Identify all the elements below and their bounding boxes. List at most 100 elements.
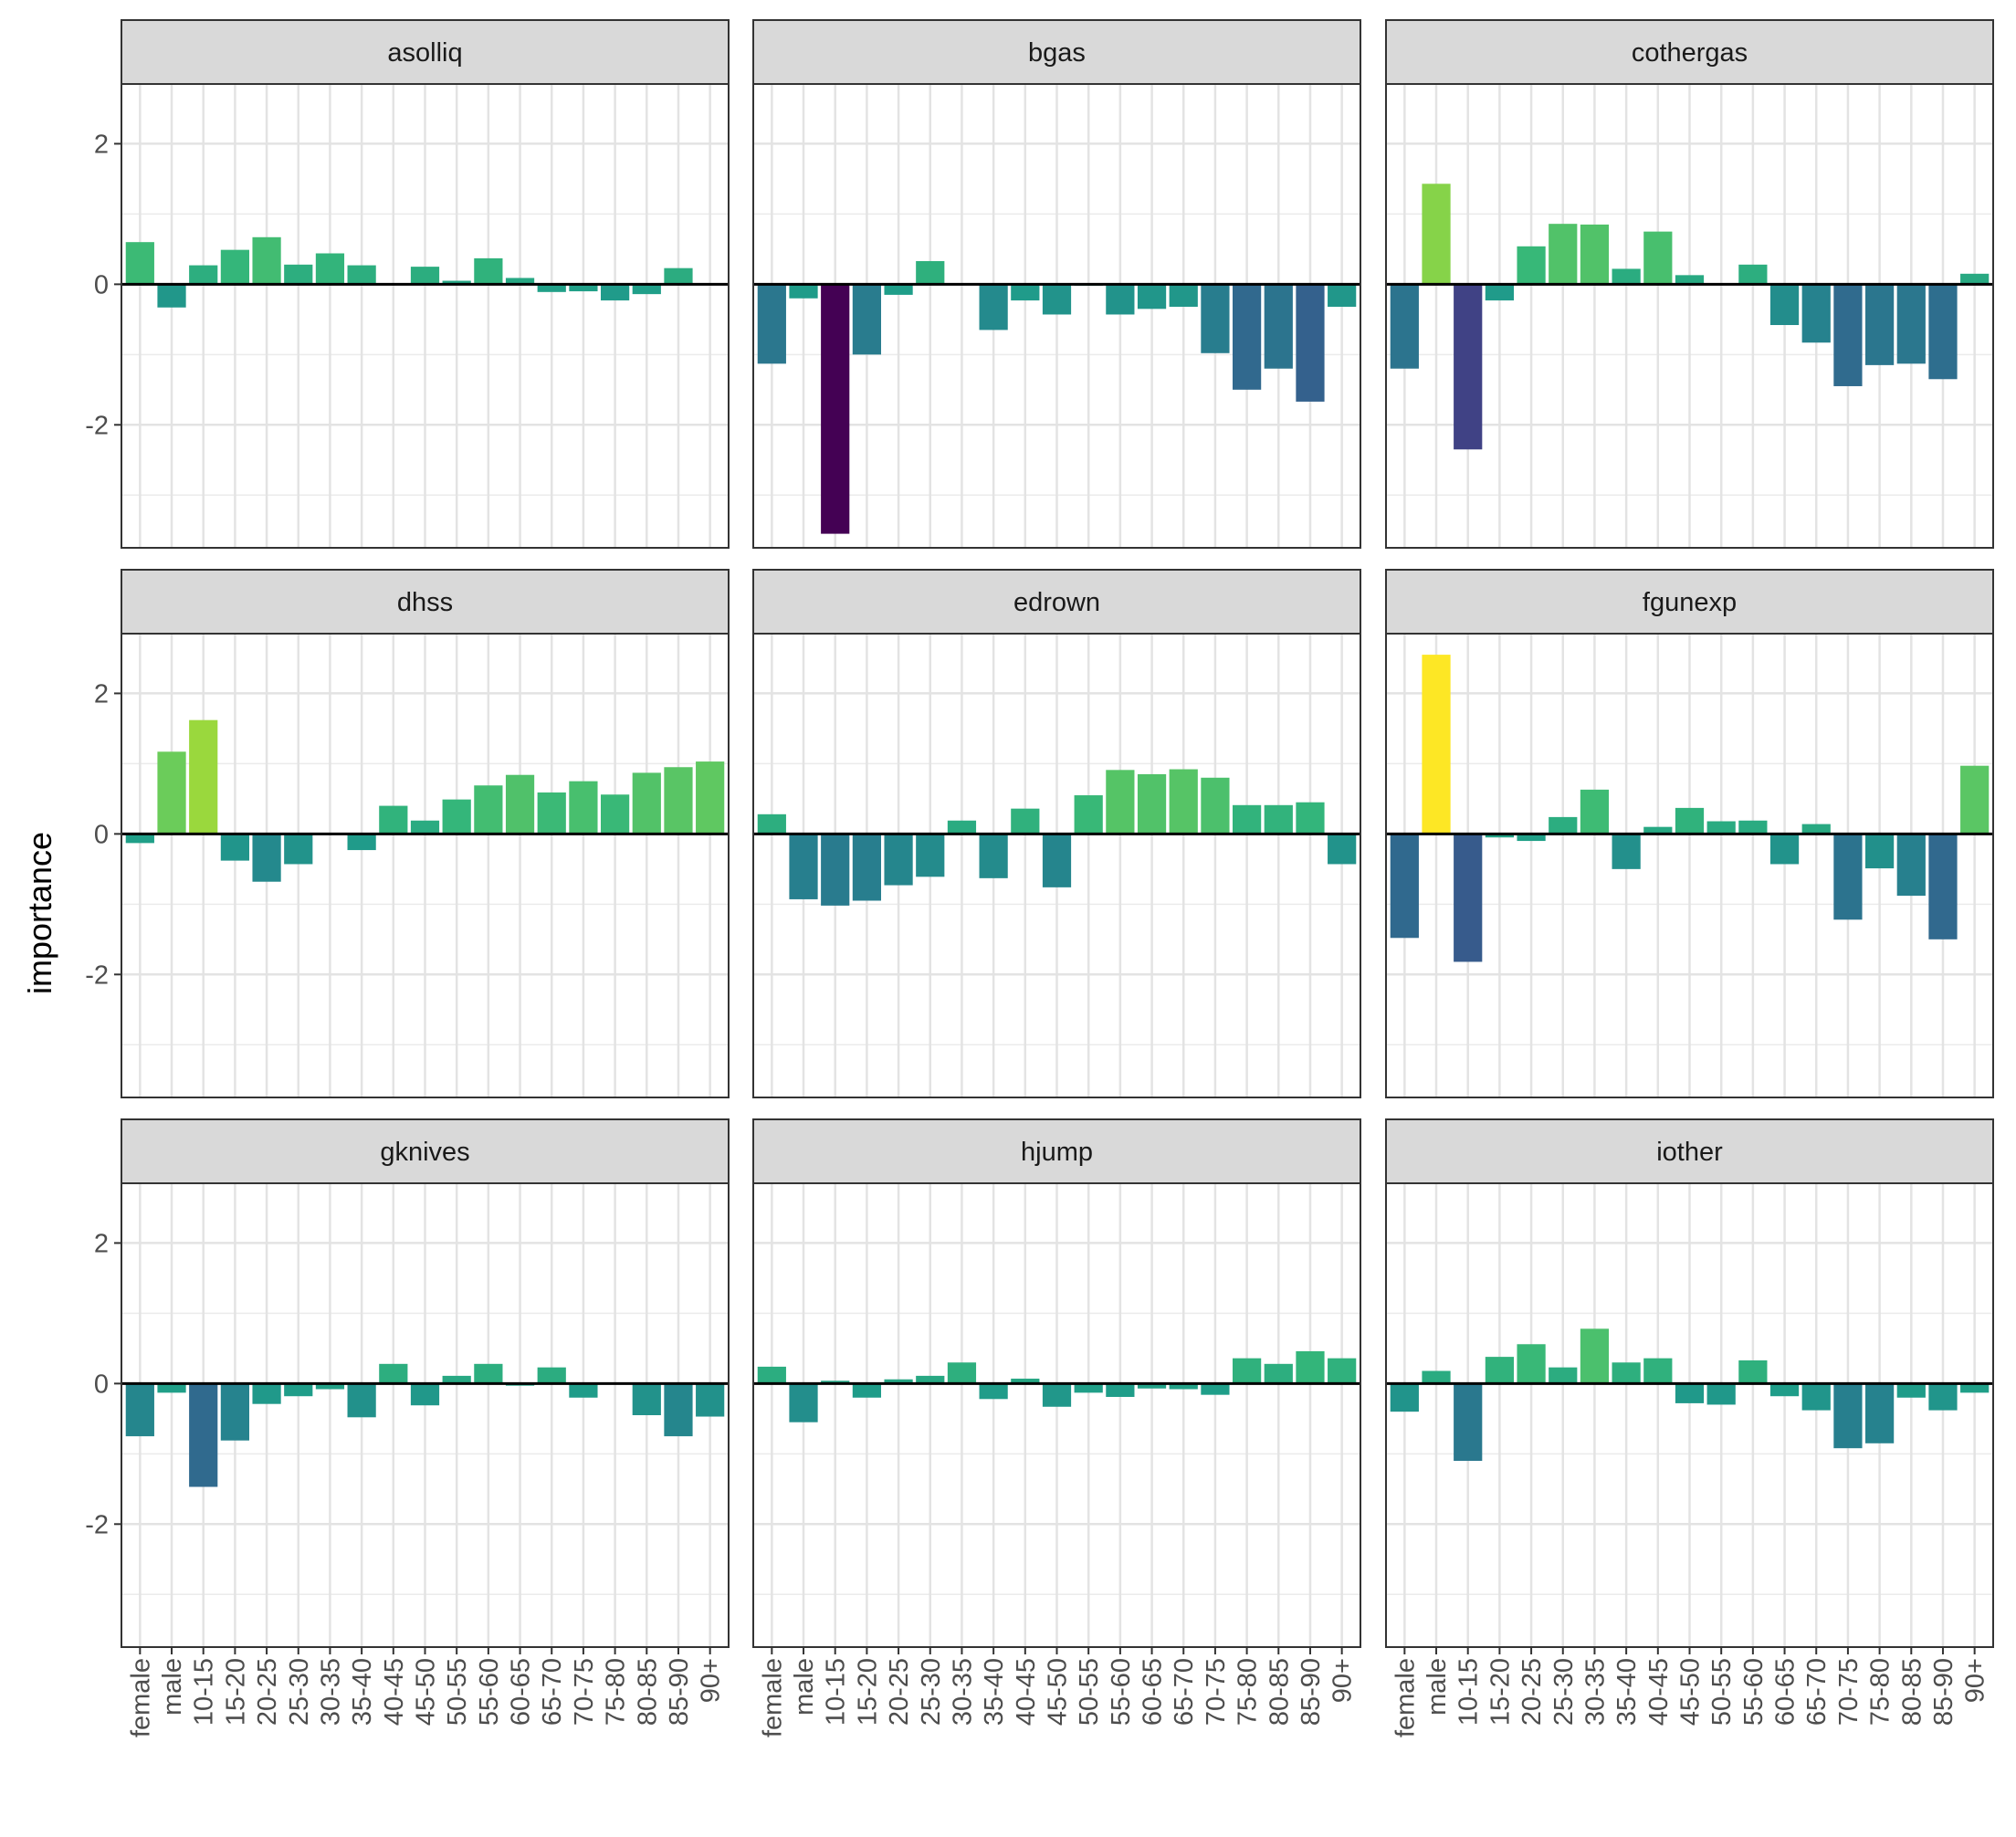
x-tick-label: 55-60: [475, 1658, 504, 1726]
bar-35-40: [979, 284, 1008, 331]
bar-90+: [1328, 1358, 1357, 1384]
bar-45-50: [410, 820, 440, 835]
y-axis-title: importance: [21, 832, 58, 994]
x-tick-label: 25-30: [917, 1658, 946, 1726]
bar-45-50: [410, 267, 440, 285]
facet-title: fgunexp: [1643, 588, 1737, 617]
bar-40-45: [1643, 826, 1673, 835]
bar-50-55: [1074, 1383, 1103, 1393]
y-tick-label: 0: [94, 270, 109, 299]
bar-75-80: [1864, 284, 1895, 365]
bar-50-55: [442, 1375, 471, 1384]
facet-title: cothergas: [1632, 38, 1748, 68]
x-tick-label: male: [158, 1658, 187, 1716]
bar-female: [1390, 1383, 1419, 1412]
x-tick-label: 20-25: [1517, 1658, 1547, 1726]
bar-55-60: [1738, 264, 1768, 285]
x-tick-label: 30-35: [316, 1658, 345, 1726]
bar-60-65: [1137, 773, 1167, 835]
bar-70-75: [1833, 1383, 1863, 1449]
bar-90+: [696, 761, 725, 835]
facet-panel: edrown: [752, 569, 1361, 1098]
bar-70-75: [1201, 1383, 1230, 1395]
bar-15-20: [220, 1383, 250, 1441]
x-tick-label: 80-85: [1265, 1658, 1294, 1726]
bar-15-20: [220, 834, 250, 861]
x-tick-label: 75-80: [602, 1658, 631, 1726]
bar-80-85: [632, 284, 661, 295]
bar-25-30: [916, 260, 945, 285]
x-tick-label: 30-35: [1580, 1658, 1610, 1726]
bar-35-40: [1612, 268, 1641, 285]
bar-40-45: [1011, 1378, 1040, 1384]
bar-10-15: [189, 1383, 218, 1487]
bar-20-25: [252, 1383, 281, 1404]
bar-50-55: [442, 280, 471, 285]
panel-border: [1385, 633, 1994, 1098]
x-tick-label: female: [758, 1658, 787, 1737]
bar-65-70: [1801, 1383, 1831, 1411]
bar-45-50: [1675, 807, 1705, 835]
bar-75-80: [1864, 1383, 1895, 1443]
x-tick-label: 80-85: [633, 1658, 662, 1726]
bar-40-45: [1643, 231, 1673, 285]
bar-75-80: [1232, 1358, 1262, 1384]
bar-90+: [1328, 834, 1357, 865]
bar-70-75: [569, 1383, 598, 1398]
bar-20-25: [884, 834, 913, 886]
bar-90+: [1960, 765, 1990, 835]
panel-border: [752, 83, 1361, 549]
x-tick-label: 30-35: [948, 1658, 977, 1726]
bar-65-70: [1801, 824, 1831, 835]
facet-title: bgas: [1028, 38, 1086, 68]
bar-60-65: [1769, 834, 1800, 865]
y-tick-label: -2: [85, 960, 109, 990]
bar-70-75: [1201, 777, 1230, 835]
x-tick-label: 90+: [1328, 1658, 1358, 1703]
bar-male: [1422, 184, 1451, 285]
bar-45-50: [1042, 1383, 1072, 1407]
bar-35-40: [1612, 1362, 1641, 1384]
x-tick-label: 35-40: [980, 1658, 1009, 1726]
bar-15-20: [852, 284, 882, 355]
bar-50-55: [442, 799, 471, 835]
bar-10-15: [821, 1380, 850, 1384]
bar-55-60: [1106, 770, 1135, 835]
bar-80-85: [1264, 284, 1293, 369]
bar-25-30: [284, 834, 313, 865]
x-tick-label: 60-65: [1139, 1658, 1168, 1726]
y-tick-label: -2: [85, 411, 109, 440]
bar-20-25: [1517, 246, 1546, 285]
bar-75-80: [600, 284, 630, 301]
y-tick-label: 2: [94, 1229, 109, 1258]
bar-45-50: [1042, 284, 1072, 315]
bar-80-85: [632, 1383, 661, 1415]
bar-20-25: [884, 284, 913, 295]
bar-10-15: [1454, 834, 1483, 962]
bar-30-35: [947, 1362, 977, 1384]
x-tick-label: 45-50: [1044, 1658, 1073, 1726]
bar-male: [157, 284, 186, 308]
bar-20-25: [252, 834, 281, 882]
bar-20-25: [884, 1379, 913, 1384]
x-tick-label: 70-75: [1834, 1658, 1864, 1726]
facet-panel: fgunexp: [1385, 569, 1994, 1098]
y-tick-label: -2: [85, 1510, 109, 1539]
bar-30-35: [1580, 789, 1610, 835]
bar-45-50: [1042, 834, 1072, 887]
bar-10-15: [821, 284, 850, 534]
facet-panel: dhss -2 0 2: [85, 569, 730, 1098]
bar-35-40: [979, 834, 1008, 878]
bar-85-90: [1296, 1350, 1325, 1384]
bar-female: [125, 834, 154, 844]
bar-15-20: [1485, 284, 1515, 301]
panel-border: [752, 633, 1361, 1098]
bar-10-15: [821, 834, 850, 906]
bar-15-20: [852, 834, 882, 901]
panel-border: [1385, 83, 1994, 549]
bar-25-30: [1549, 1367, 1578, 1384]
bar-35-40: [1612, 834, 1641, 869]
x-tick-label: 10-15: [822, 1658, 851, 1726]
x-tick-label: 90+: [697, 1658, 726, 1703]
